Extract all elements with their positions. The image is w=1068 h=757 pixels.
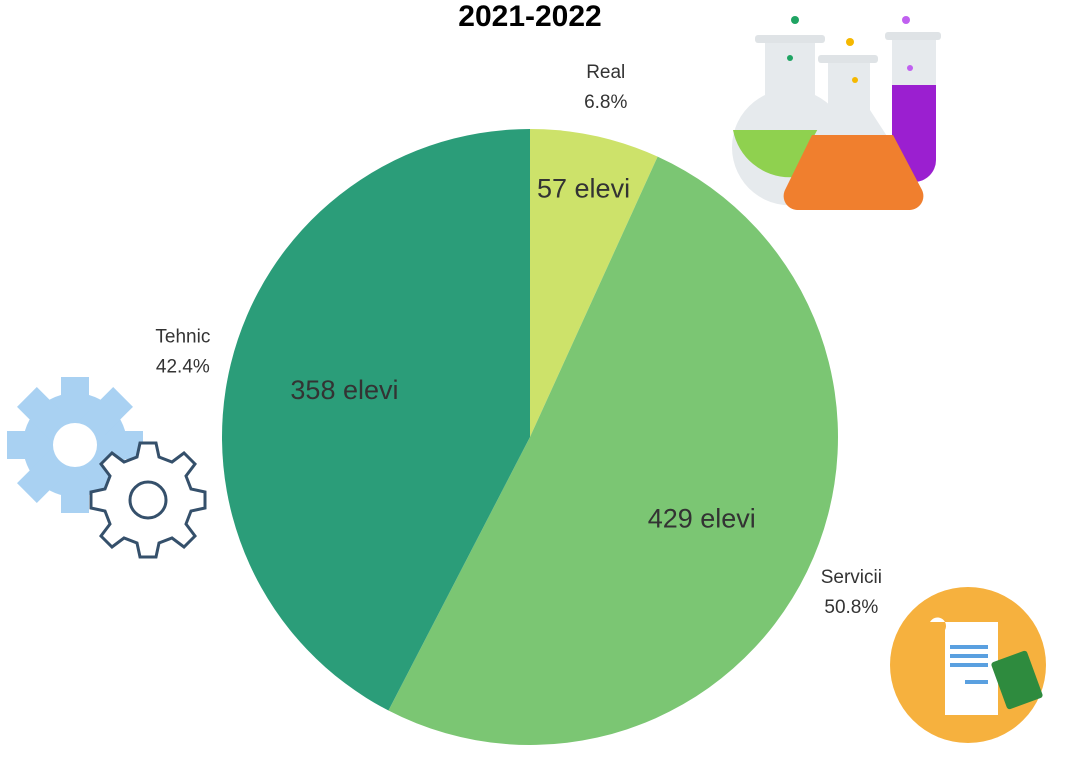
percent-label: 42.4%: [156, 357, 210, 378]
percent-label: 50.8%: [824, 597, 878, 618]
invoice-icon: [890, 587, 1046, 743]
pie: 57 elevi Real 6.8% 429 elevi Servicii 50.8% 35…: [155, 62, 882, 746]
pie-slice: [530, 129, 658, 437]
count-label: 429 elevi: [648, 504, 756, 534]
count-label: 358 elevi: [290, 375, 398, 405]
gears-icon: [7, 377, 207, 559]
pie-slice: [222, 128, 531, 711]
category-label: Real: [586, 62, 625, 83]
percent-label: 6.8%: [584, 92, 627, 113]
count-label: 57 elevi: [537, 173, 630, 203]
chart-title: 2021-2022: [458, 0, 601, 33]
category-label: Tehnic: [155, 327, 210, 348]
pie-slice: [388, 156, 839, 746]
category-label: Servicii: [821, 567, 882, 588]
flasks-icon: [732, 16, 941, 210]
